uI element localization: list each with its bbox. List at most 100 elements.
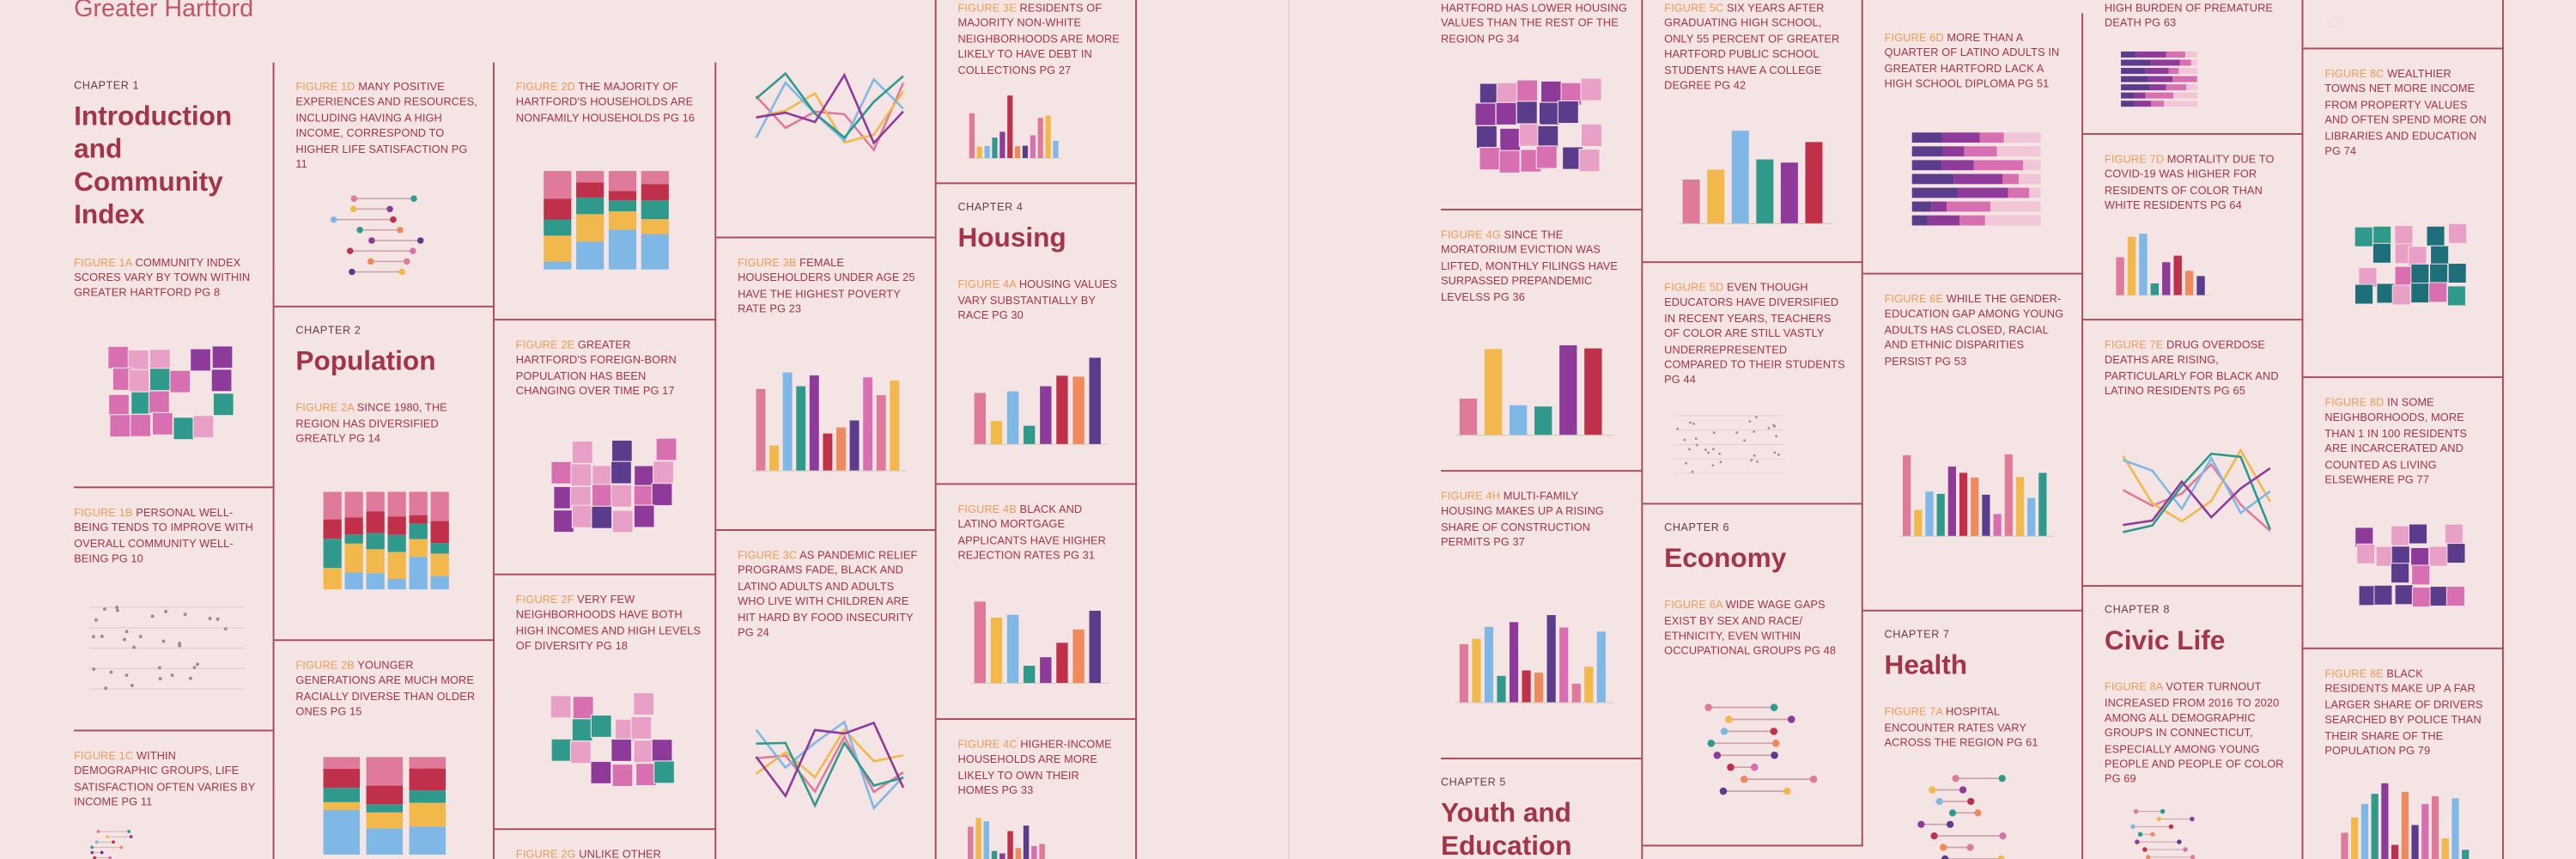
thumb-point [1718,451,1721,454]
thumb-bar [1023,825,1030,859]
thumb-region [212,392,234,416]
toc-cell: FIGURE 1C WITHIN DEMOGRAPHIC GROUPS, LIF… [74,731,275,859]
thumb-segment [641,171,669,185]
thumb-dot [1740,775,1748,783]
thumb-bar [1031,844,1037,859]
thumb-segment [409,557,428,590]
thumb-segment [2150,100,2165,107]
figure-text: SINCE 1980, THE REGION HAS DIVERSIFIED G… [295,402,447,446]
thumb-bar [2381,783,2389,859]
thumb-point [1707,450,1710,454]
thumb-region [128,369,150,393]
thumb-dot [368,237,375,245]
thumb-point [91,634,95,638]
thumb-region [1495,101,1517,126]
figure-thumbnail [2341,783,2470,859]
figure-caption: FIGURE 8C WEALTHIER TOWNS NET MORE INCOM… [2324,67,2488,160]
thumb-dot [1713,751,1722,758]
thumb-segment [323,520,342,539]
thumb-segment [344,534,363,545]
thumb-segment [2134,100,2151,107]
thumb-dot [416,237,424,245]
thumb-point [122,637,126,641]
thumb-region [151,411,173,436]
toc-cell: CHAPTER 6 Economy FIGURE 6A WIDE WAGE GAPS… [1643,504,1863,847]
thumb-bar [1459,398,1478,436]
figure-thumbnail [1674,414,1785,473]
thumb-segment [387,552,406,580]
thumb-line [755,71,904,139]
thumb-segment [641,200,669,220]
figure-caption: FIGURE 2F VERY FEW NEIGHBORHOODS HAVE BO… [516,594,702,655]
thumb-segment [1973,159,2024,170]
thumb-point [1750,458,1753,461]
chapter-label: CHAPTER 2 [295,325,361,338]
thumb-segment [641,234,669,270]
thumb-segment [2186,83,2198,90]
page-ref: PG 64 [2210,200,2242,213]
thumb-dot [2190,816,2195,821]
chapter-label: CHAPTER 7 [1884,629,1950,642]
thumb-dot [2156,816,2162,821]
figure-caption: FIGURE 7E DRUG OVERDOSE DEATHS ARE RISIN… [2105,338,2288,400]
thumb-region [2410,264,2430,285]
thumb-line [2123,466,2271,526]
thumb-region [2372,243,2391,265]
thumb-region [1537,125,1559,149]
thumb-segment [641,184,669,201]
page-ref: PG 15 [330,706,362,719]
figure-thumbnail [2122,447,2271,533]
page-ref: PG 23 [769,304,802,316]
figure-label: FIGURE 7A [1884,706,1943,719]
figure-label: FIGURE 4A [957,279,1017,291]
thumb-point [1676,427,1680,430]
thumb-dot [1929,786,1936,795]
thumb-dot [398,269,405,276]
thumb-dot [1939,844,1947,852]
figure-caption: FIGURE 6E WHILE THE GENDER-EDUCATION GAP… [1885,293,2069,370]
thumb-region [633,691,655,716]
figure-thumbnail [2354,223,2468,307]
thumb-segment [1964,145,1997,156]
page-ref: PG 77 [2397,474,2429,487]
thumb-bar [1007,830,1013,859]
figure-text: MULTI-FAMILY HOUSING MAKES UP A RISING S… [1440,491,1604,550]
thumb-bar [1484,625,1494,703]
thumb-bar [1484,349,1503,436]
page-ref: PG 8 [194,288,221,300]
thumb-point [150,613,155,618]
page-ref: PG 79 [2398,746,2431,758]
figure-text: THE MAJORITY OF HARTFORD'S HOUSEHOLDS AR… [515,82,694,125]
thumb-bar [2196,275,2205,295]
toc-cell: FIGURE 5D EVEN THOUGH EDUCATORS HAVE DIV… [1643,263,1863,505]
thumb-segment [1911,173,1954,184]
figure-label: FIGURE 2E [515,340,575,352]
thumb-region [2429,264,2449,285]
thumb-point [1748,419,1752,423]
figure-caption: FIGURE 4C HIGHER-INCOME HOUSEHOLDS ARE M… [957,738,1121,800]
thumb-segment [366,827,404,854]
chapter-title: Housing [957,223,1066,253]
thumb-bar [2391,845,2399,859]
thumb-segment [1946,200,1991,211]
figure-text: BLACK RESIDENTS MAKE UP A FAR LARGER SHA… [2324,668,2483,758]
thumb-bar [2015,477,2025,537]
thumb-bar [999,131,1005,159]
thumb-bar [991,850,998,859]
thumb-segment [2121,67,2146,74]
thumb-segment [366,533,385,550]
page-ref: PG 27 [1039,64,1072,76]
thumb-point [170,673,174,677]
figure-label: FIGURE 4H [1440,491,1501,503]
thumb-dot [2137,832,2143,837]
thumb-line [2122,454,2271,515]
thumb-segment [1959,214,1985,225]
thumb-bar [2150,282,2160,295]
figure-thumbnail [970,357,1109,446]
thumb-region [1498,149,1521,174]
thumb-bar [1509,621,1519,703]
thumb-dot [1770,727,1778,734]
figure-thumbnail [1455,614,1613,703]
page-ref: PG 74 [2324,146,2357,158]
thumb-dot [2190,854,2196,859]
